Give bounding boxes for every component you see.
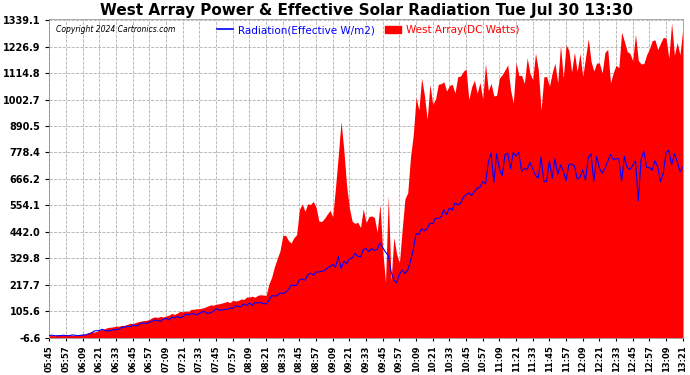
- Title: West Array Power & Effective Solar Radiation Tue Jul 30 13:30: West Array Power & Effective Solar Radia…: [99, 3, 633, 18]
- Legend: Radiation(Effective W/m2), West Array(DC Watts): Radiation(Effective W/m2), West Array(DC…: [213, 21, 524, 39]
- Text: Copyright 2024 Cartronics.com: Copyright 2024 Cartronics.com: [56, 26, 175, 34]
